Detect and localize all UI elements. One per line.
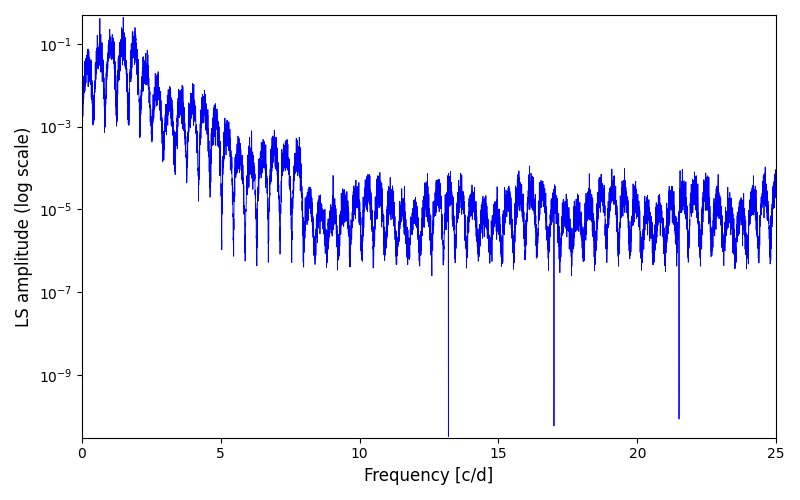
X-axis label: Frequency [c/d]: Frequency [c/d] (364, 467, 494, 485)
Y-axis label: LS amplitude (log scale): LS amplitude (log scale) (15, 126, 33, 326)
